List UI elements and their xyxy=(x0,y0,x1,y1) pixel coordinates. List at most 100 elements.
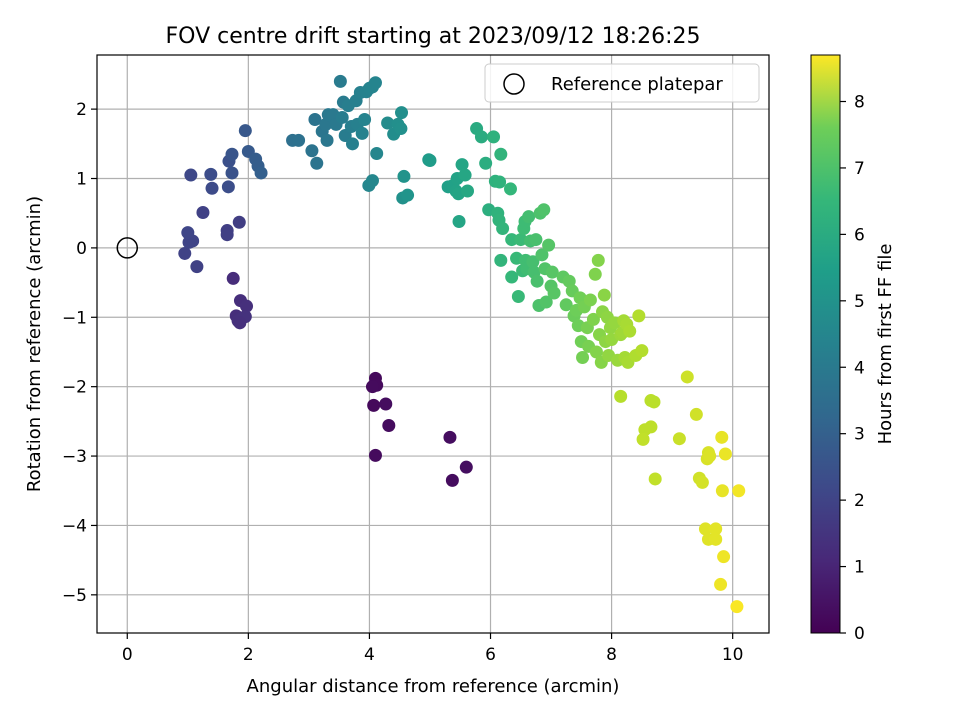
data-point xyxy=(395,106,409,120)
data-point xyxy=(320,133,334,147)
data-point xyxy=(397,169,411,183)
data-point xyxy=(292,133,306,147)
data-point xyxy=(319,117,333,131)
data-point xyxy=(204,167,218,181)
plot-frame xyxy=(96,54,770,634)
y-tick-label: −5 xyxy=(62,586,87,606)
data-point xyxy=(358,113,372,127)
data-point xyxy=(636,432,650,446)
data-point xyxy=(717,550,731,564)
reference-platepar-marker xyxy=(116,237,139,259)
y-tick-label: 0 xyxy=(76,239,87,259)
data-point xyxy=(672,432,686,446)
data-point xyxy=(345,137,359,151)
data-point xyxy=(589,345,603,359)
data-point xyxy=(505,233,519,247)
data-point xyxy=(178,246,192,260)
data-point xyxy=(503,182,517,196)
data-point xyxy=(545,265,559,279)
data-point xyxy=(709,522,723,536)
data-point xyxy=(368,76,382,90)
colorbar-tick-label: 4 xyxy=(854,358,865,378)
data-point xyxy=(591,253,605,267)
data-point xyxy=(221,180,235,194)
colorbar-gradient xyxy=(810,54,841,634)
colorbar-tick-label: 3 xyxy=(854,425,865,445)
x-tick-label: 4 xyxy=(364,645,375,665)
data-point xyxy=(494,147,508,161)
data-point xyxy=(365,380,379,394)
data-point xyxy=(458,168,472,182)
data-point xyxy=(529,233,543,247)
data-point xyxy=(367,398,381,412)
y-tick-label: −4 xyxy=(62,516,87,536)
data-point xyxy=(539,295,553,309)
colorbar-tick-label: 2 xyxy=(854,491,865,511)
data-point xyxy=(732,484,746,498)
colorbar-tick-label: 6 xyxy=(854,225,865,245)
data-point xyxy=(576,351,590,365)
data-point xyxy=(537,203,551,217)
data-point xyxy=(547,286,561,300)
data-point xyxy=(240,299,254,313)
data-point xyxy=(226,271,240,285)
data-point xyxy=(181,226,195,240)
y-tick-label: 1 xyxy=(76,170,87,190)
x-tick-label: 0 xyxy=(122,645,133,665)
data-point xyxy=(233,316,247,330)
data-point xyxy=(423,153,437,167)
y-axis-label: Rotation from reference (arcmin) xyxy=(24,196,45,492)
reference-marker xyxy=(116,237,139,259)
colorbar-tick-label: 5 xyxy=(854,292,865,312)
data-point xyxy=(715,484,729,498)
data-point xyxy=(623,324,637,338)
data-point xyxy=(382,419,396,433)
colorbar-tick-label: 8 xyxy=(854,93,865,113)
data-point xyxy=(335,110,349,124)
data-point xyxy=(586,312,600,326)
data-point xyxy=(459,460,473,474)
data-point xyxy=(196,206,210,220)
data-point xyxy=(730,600,744,614)
data-point xyxy=(232,215,246,229)
data-point xyxy=(496,221,510,235)
data-point xyxy=(526,255,540,269)
data-point xyxy=(695,475,709,489)
data-point xyxy=(583,293,597,307)
data-point xyxy=(368,448,382,462)
data-point xyxy=(487,130,501,144)
colorbar-tick-label: 7 xyxy=(854,159,865,179)
data-point xyxy=(394,122,408,136)
data-point xyxy=(461,184,475,198)
data-point xyxy=(514,233,528,247)
grid-lines xyxy=(97,55,769,633)
x-tick-label: 2 xyxy=(243,645,254,665)
data-point xyxy=(709,532,723,546)
data-point xyxy=(474,130,488,144)
colorbar-tick-label: 1 xyxy=(854,558,865,578)
data-point xyxy=(703,449,717,463)
data-point xyxy=(493,175,507,189)
data-point xyxy=(588,267,602,281)
data-point xyxy=(644,420,658,434)
data-point xyxy=(530,274,544,288)
colorbar-tick-label: 0 xyxy=(854,624,865,644)
data-point xyxy=(715,430,729,444)
data-points xyxy=(178,74,746,614)
data-point xyxy=(647,395,661,409)
data-point xyxy=(365,174,379,188)
data-point xyxy=(401,188,415,202)
data-point xyxy=(494,253,508,267)
data-point xyxy=(614,389,628,403)
data-point xyxy=(455,158,469,172)
data-point xyxy=(632,309,646,323)
y-tick-label: 2 xyxy=(76,100,87,120)
data-point xyxy=(355,126,369,140)
data-point xyxy=(542,238,556,252)
data-point xyxy=(381,116,395,130)
data-point xyxy=(445,473,459,487)
data-point xyxy=(370,147,384,161)
data-point xyxy=(505,270,519,284)
data-point xyxy=(220,228,234,242)
